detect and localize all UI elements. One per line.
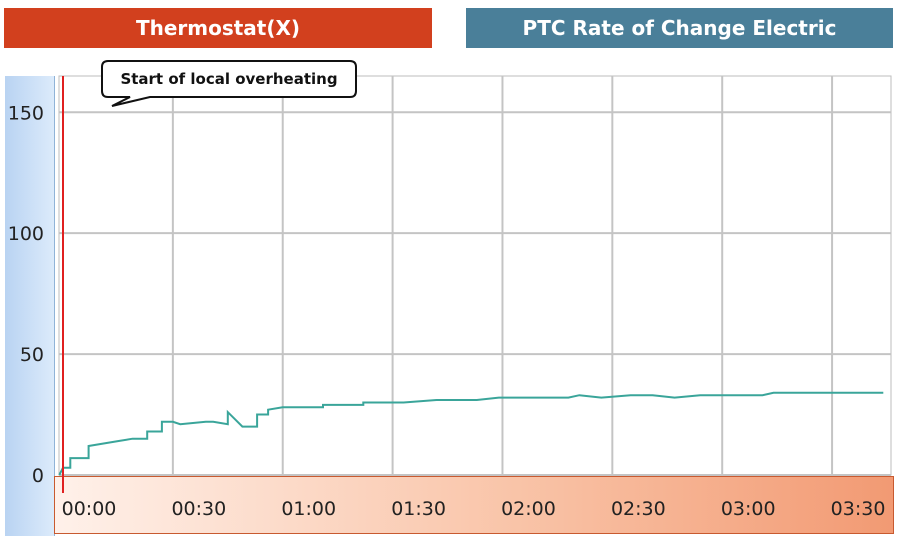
y-tick-labels: 0 50 100 150 [8, 102, 44, 487]
x-tick-label: 01:30 [391, 498, 446, 520]
x-tick-label: 03:00 [721, 498, 776, 520]
y-tick-label: 100 [8, 223, 44, 245]
callout-bubble [101, 60, 357, 107]
grid-lines [58, 75, 892, 476]
x-tick-label: 00:30 [171, 498, 226, 520]
overheating-callout: Start of local overheating [101, 60, 357, 107]
tab-ptc-rate-of-change[interactable]: PTC Rate of Change Electric [466, 8, 893, 48]
series-marks [58, 76, 884, 493]
x-tick-label: 02:00 [501, 498, 556, 520]
x-tick-label: 02:30 [611, 498, 666, 520]
y-axis-band [5, 76, 55, 536]
series-line [58, 391, 884, 476]
y-tick-label: 150 [8, 102, 44, 124]
x-tick-label: 01:00 [281, 498, 336, 520]
x-axis-band [54, 476, 894, 534]
plot-frame [58, 75, 892, 476]
y-tick-label: 50 [20, 344, 44, 366]
y-tick-label: 0 [32, 465, 44, 487]
x-tick-label: 00:00 [62, 498, 117, 520]
callout-label: Start of local overheating [120, 70, 337, 88]
tab-thermostat[interactable]: Thermostat(X) [4, 8, 432, 48]
x-tick-label: 03:30 [831, 498, 886, 520]
x-tick-labels: 00:00 00:30 01:00 01:30 02:00 02:30 03:00 03:30 [62, 498, 886, 520]
